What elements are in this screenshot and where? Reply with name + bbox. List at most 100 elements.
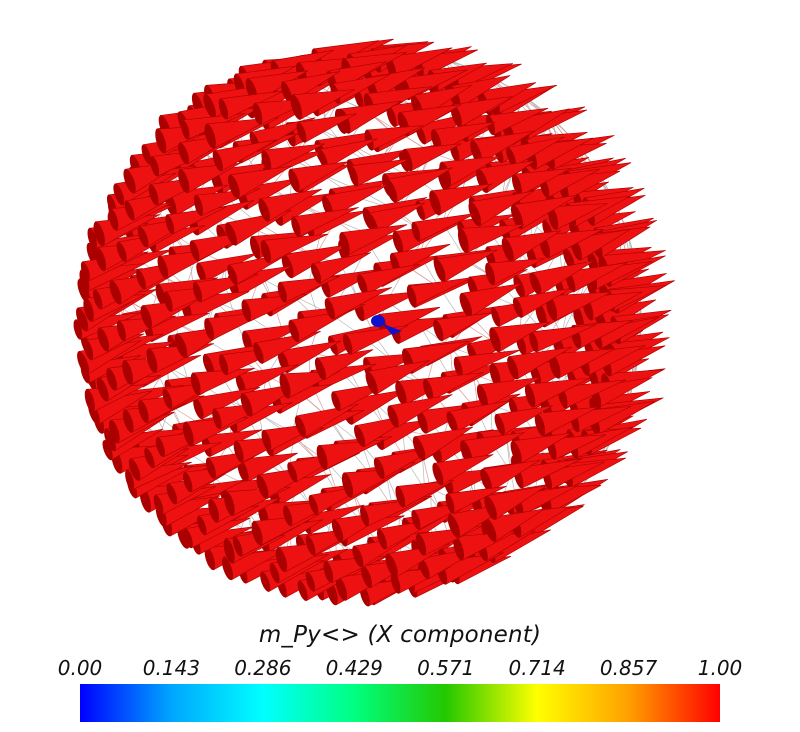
cone-glyph [457,224,525,254]
cone-glyph [489,321,550,353]
cone-glyph [357,264,420,296]
colorbar-title: m_Py<> (X component) [258,622,542,648]
cone-glyph [450,96,513,128]
cone-glyph [546,291,612,322]
cone-glyph [290,89,355,121]
glyph-sphere-view [73,38,675,607]
cone-glyph [339,224,408,256]
cone-glyph [341,468,405,499]
cone-glyph [324,287,392,320]
cone-glyph [258,188,322,223]
colorbar-tick-label: 0.571 [417,656,475,680]
cone-glyph [314,349,374,381]
cone-glyph [494,405,553,436]
cone-glyph [387,394,453,429]
cone-glyph [364,125,424,151]
cone-glyph [423,372,484,402]
cone-glyph [365,360,430,396]
cone-glyph [317,138,378,170]
cone-glyph [506,136,565,167]
cone-glyph [178,162,241,194]
cone-glyph [228,165,292,199]
cone-glyph [128,448,190,482]
cone-glyph [445,486,507,514]
cone-glyph [510,194,578,230]
cone-glyph [225,209,292,246]
cone-glyph [294,403,359,438]
cone-glyph [253,331,321,365]
cone-glyph [511,168,571,197]
cone-glyph [212,139,277,172]
cone-glyph [501,230,561,263]
cone-glyph [411,213,477,242]
cone-glyph [190,368,255,396]
cone-glyph [512,288,572,319]
cone-glyph [291,207,359,238]
cone-glyph [433,312,493,342]
cone-glyph [316,439,385,470]
cone-glyph [261,143,325,173]
cone-glyph [439,155,501,188]
cone-glyph [360,497,428,527]
cone-glyph [395,480,455,508]
cone-glyph [338,100,402,134]
cone-glyph [484,485,548,521]
cone-glyph [296,113,357,143]
cone-glyph [281,244,349,279]
colorbar-tick-label: 0.857 [599,656,658,680]
colorbar-tick-labels: 0.00 0.143 0.286 0.429 0.571 0.714 0.857… [0,656,800,682]
cone-glyph [558,379,626,409]
cone-glyph [227,252,291,286]
cone-glyph [529,260,595,296]
colorbar-tick-label: 0.714 [508,656,566,680]
colorbar-tick-label: 0.143 [142,656,201,680]
cone-glyph [446,400,511,434]
cone-glyph [470,130,535,165]
colorbar-gradient [80,684,720,722]
cone-glyph [486,107,549,136]
cone-glyph [432,454,494,486]
cone-glyph [193,188,261,217]
colorbar-tick-label: 0.286 [234,656,292,680]
cone-glyph [288,310,352,343]
cone-glyph [485,258,545,286]
cone-glyph [412,426,474,461]
colorbar-tick-label: 0.00 [57,656,103,680]
cone-glyph [429,183,493,216]
cone-glyph [510,432,573,465]
cone-glyph [524,377,591,408]
cone-glyph [310,252,371,284]
cone-glyph [389,243,451,274]
cone-glyph [476,377,541,409]
cone-glyph [241,294,308,323]
cone-glyph [534,406,599,437]
cone-glyph [385,543,450,579]
cone-glyph [549,348,616,379]
origin-arrow [383,324,402,335]
origin-sphere [371,315,385,327]
origin-marker [371,315,402,335]
cone-glyph [459,283,523,318]
cone-glyph [547,203,608,231]
cone-glyph [204,117,274,149]
cone-glyph [507,346,572,380]
cone-glyph [277,275,340,303]
cone-glyph [224,486,291,517]
cone-glyph [484,508,545,543]
cone-glyph [140,298,201,330]
cone-glyph [385,167,453,203]
colorbar-tick-label: 0.429 [325,656,383,680]
colorbar-tick-label: 1.00 [697,656,743,680]
cone-glyph [434,249,498,283]
cone-glyph [407,277,473,306]
cone-glyphs [73,38,675,607]
cone-glyph [453,531,517,561]
cone-glyph [235,364,299,395]
cone-glyph [453,349,521,378]
cone-glyph [288,161,349,193]
cone-glyph [348,158,410,187]
cone-glyph [415,525,483,556]
cone-glyph [480,459,541,493]
cone-glyph [529,324,597,353]
cone-glyph [260,233,329,264]
